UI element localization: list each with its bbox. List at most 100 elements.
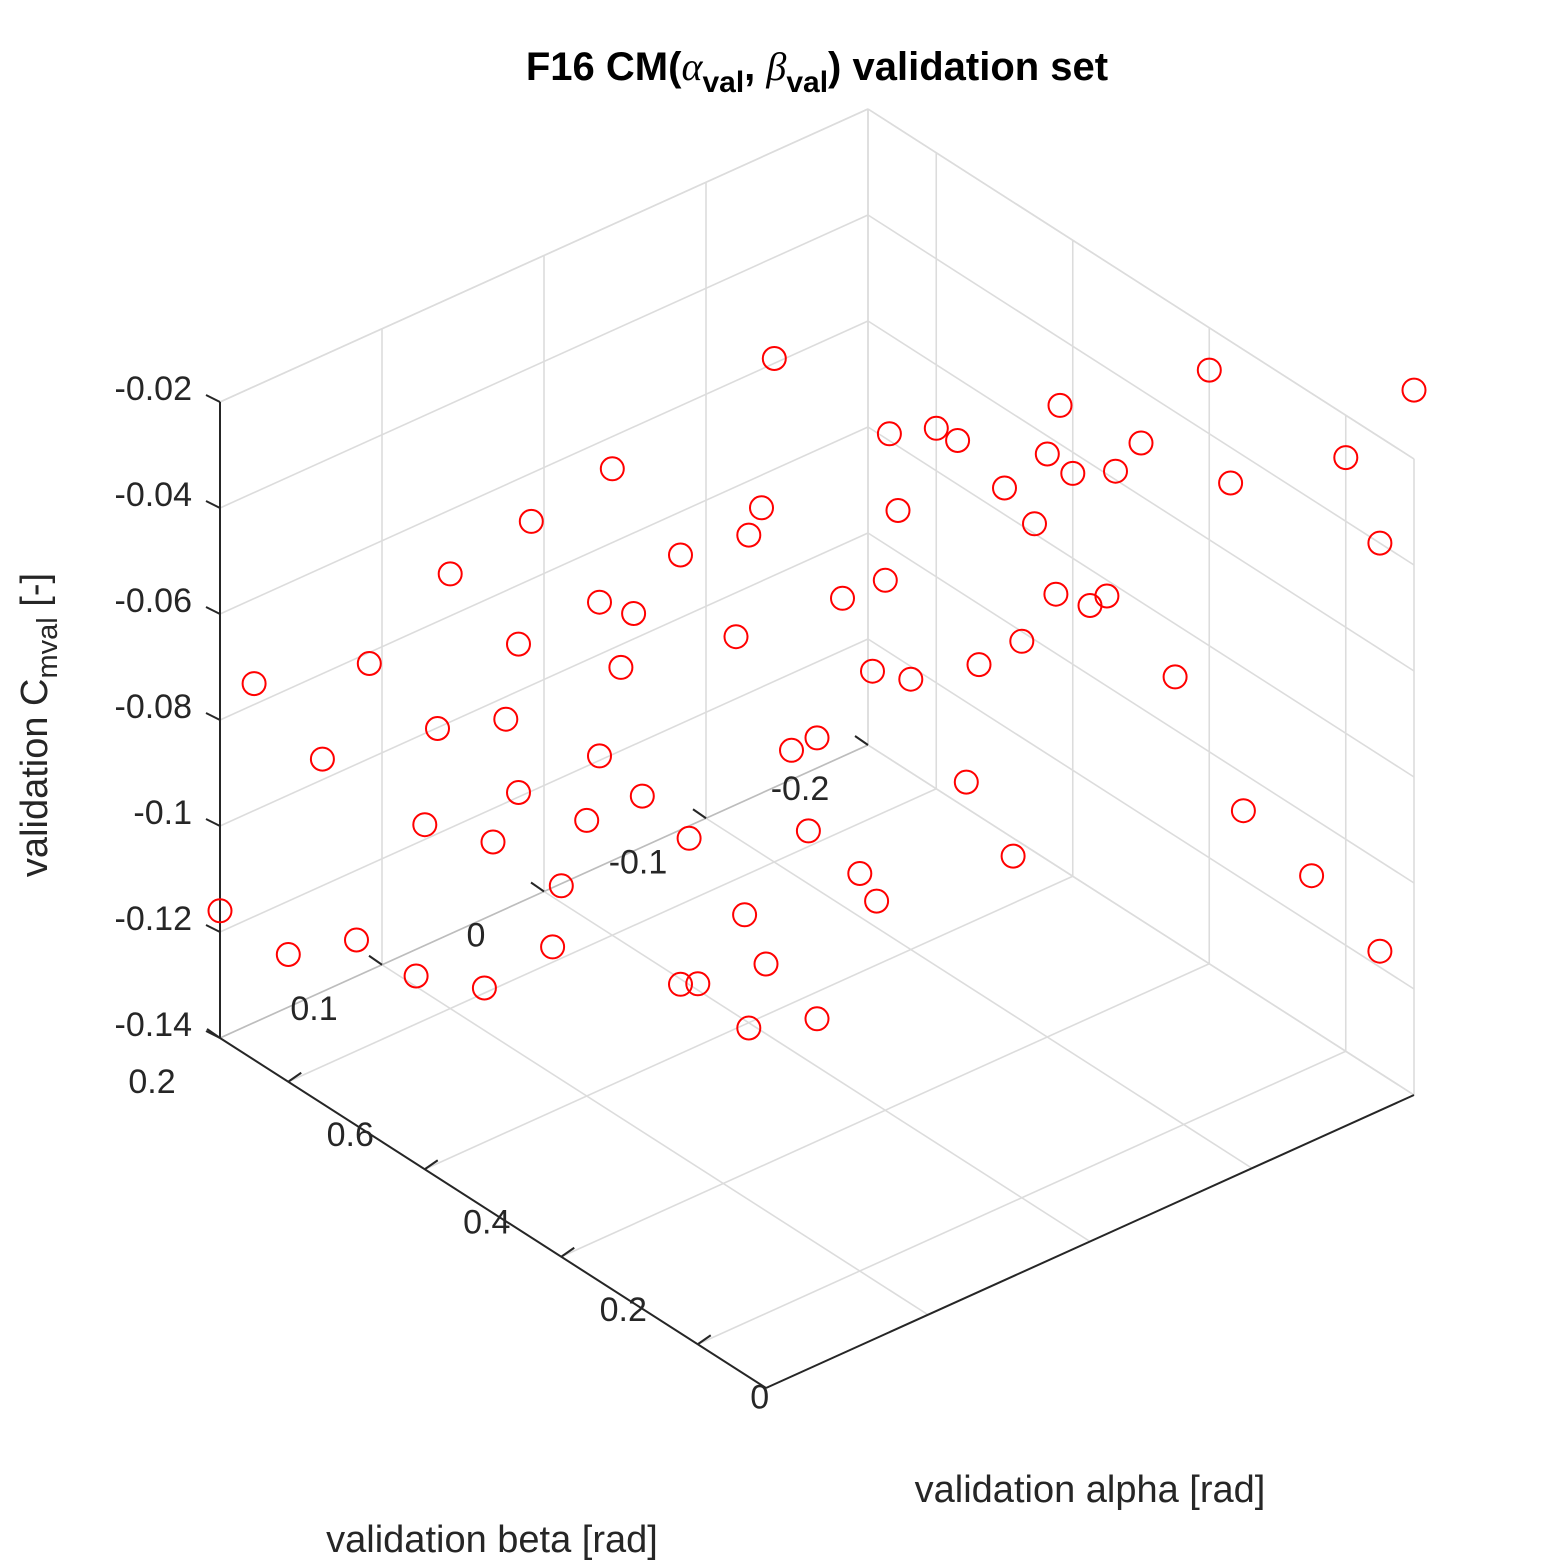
x-tick-mark [530, 881, 545, 893]
x-tick-mark [854, 735, 869, 746]
data-point [1103, 458, 1128, 484]
data-point [1218, 470, 1244, 496]
data-point [761, 346, 787, 371]
z-tick-label: -0.02 [115, 370, 193, 408]
z-tick-mark [205, 394, 221, 403]
data-point [241, 671, 267, 697]
data-point [1047, 392, 1073, 418]
z-axis-label-sub: mval [32, 617, 64, 678]
z-tick-label: -0.06 [115, 582, 193, 620]
grid-line-wall-right-z [867, 744, 1415, 1096]
data-point [923, 415, 949, 441]
data-point [1333, 445, 1359, 471]
x-tick-label: 0 [467, 917, 486, 955]
y-tick-label: 0.6 [327, 1116, 374, 1154]
x-tick-label: -0.2 [771, 770, 830, 808]
grid-line-wall-right-z [867, 320, 1415, 672]
data-point [1299, 863, 1325, 889]
grid-line-floor-y [697, 1050, 1347, 1345]
data-point [898, 666, 924, 692]
data-point [736, 1015, 762, 1041]
data-point [1367, 530, 1393, 556]
data-point [1022, 511, 1047, 537]
data-point [587, 743, 612, 769]
data-point [425, 716, 450, 741]
y-tick-label: 0 [750, 1378, 769, 1416]
data-point [548, 873, 574, 899]
grid-line-wall-right-z [867, 638, 1415, 990]
data-point [732, 902, 758, 928]
data-point [1230, 798, 1256, 824]
data-point [885, 498, 911, 523]
grid-line-floor-y [287, 788, 937, 1083]
z-tick-label: -0.04 [115, 476, 193, 514]
data-point [1043, 581, 1069, 607]
z-axis-label-suffix: [-] [14, 573, 56, 617]
data-point [1401, 377, 1427, 403]
y-tick-mark [424, 1159, 439, 1171]
chart-title-beta: β [765, 44, 786, 89]
data-point [207, 898, 233, 924]
data-point [860, 658, 885, 684]
z-tick-mark [205, 818, 221, 827]
data-point [753, 951, 779, 977]
data-point [847, 861, 873, 886]
data-point [992, 475, 1017, 501]
y-tick-label: 0.4 [463, 1203, 510, 1241]
data-point [621, 601, 647, 626]
data-point [403, 963, 429, 989]
data-point [668, 971, 693, 997]
data-point [1196, 357, 1222, 383]
x-tick-label: 0.2 [128, 1063, 175, 1101]
grid-line-wall-right-z [867, 426, 1415, 778]
data-point [356, 651, 382, 676]
data-point [945, 428, 971, 453]
data-point [830, 585, 855, 611]
z-tick-label: -0.14 [115, 1006, 193, 1044]
z-axis-ticks: -0.02 -0.04 -0.06 -0.08 -0.1 -0.12 -0.14 [115, 370, 221, 1044]
data-point [344, 927, 369, 953]
data-point [574, 807, 600, 833]
data-point [493, 706, 519, 732]
data-point [599, 456, 625, 482]
data-point [953, 769, 979, 795]
z-tick-mark [205, 712, 221, 721]
grid-line-floor-x [543, 890, 1091, 1243]
data-point [437, 561, 463, 587]
z-tick-label: -0.12 [115, 900, 193, 938]
grid-line-floor-y [560, 963, 1210, 1258]
grid-line-wall-right-z [867, 214, 1415, 566]
y-axis-label: validation alpha [rad] [915, 1469, 1266, 1511]
data-point [749, 495, 774, 521]
data-point [608, 654, 634, 680]
z-tick-label: -0.08 [115, 688, 193, 726]
data-point [412, 812, 438, 838]
data-point [587, 589, 612, 615]
data-point [723, 624, 749, 650]
grid-line-floor-x [705, 817, 1253, 1169]
grid-line-wall-left-z [219, 638, 869, 933]
z-tick-mark [205, 1030, 221, 1039]
z-tick-mark [205, 924, 221, 933]
data-point [275, 942, 301, 967]
chart-title-beta-sub: val [786, 66, 828, 99]
y-tick-mark [560, 1246, 575, 1258]
chart-title-alpha-sub: val [702, 66, 744, 99]
z-axis-label: validation Cmval [-] [14, 573, 64, 877]
data-point [1009, 628, 1035, 654]
data-point [629, 783, 655, 809]
data-point [1367, 938, 1393, 964]
data-point [795, 818, 821, 844]
grid-line-wall-left-z [219, 214, 869, 509]
data-point [540, 934, 566, 960]
x-tick-label: 0.1 [290, 990, 337, 1028]
x-axis-label: validation beta [rad] [326, 1519, 658, 1561]
data-point [1034, 441, 1060, 467]
x-tick-mark [692, 808, 707, 820]
z-tick-mark [205, 606, 221, 615]
data-point [518, 508, 544, 534]
data-point [1077, 593, 1103, 618]
grid-edge-top-left [219, 108, 869, 403]
x-axis-line [219, 1037, 767, 1389]
